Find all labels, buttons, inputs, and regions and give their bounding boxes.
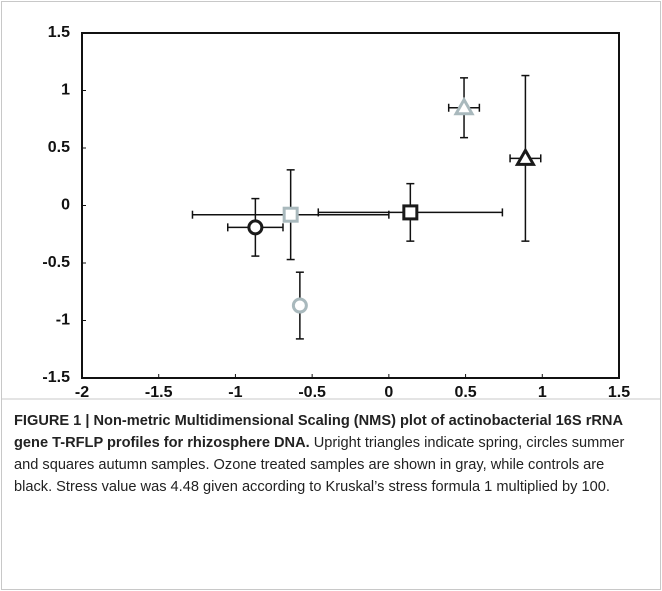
x-tick-label: -1.5: [145, 384, 173, 400]
marker: [402, 204, 419, 221]
y-tick-label: -0.5: [42, 254, 70, 271]
y-tick-label: 1.5: [48, 24, 70, 41]
x-tick-label: 1.5: [608, 384, 630, 400]
caption: FIGURE 1 | Non-metric Multidimensional S…: [14, 410, 644, 498]
plot-frame: [81, 32, 620, 379]
marker: [247, 219, 264, 236]
marker: [282, 206, 299, 223]
y-tick-label: 0.5: [48, 139, 70, 156]
y-tick-label: -1.5: [42, 369, 70, 386]
marker: [514, 147, 536, 166]
marker: [291, 297, 308, 314]
x-tick-label: -1: [228, 384, 242, 400]
x-tick-label: 0.5: [454, 384, 476, 400]
caption-text: Upright triangles indicate spring, circl…: [14, 435, 625, 495]
x-tick-label: 0: [384, 384, 393, 400]
y-tick-label: 0: [61, 197, 70, 214]
x-tick-label: -0.5: [298, 384, 326, 400]
chart: -2 -1.5 -1 -0.5 0 0.5 1 1.5 -1.5 -1 -0.5 0 0.5 1 1.5: [2, 24, 660, 400]
x-tick-label: 1: [538, 384, 547, 400]
caption-title: FIGURE 1 | Non-metric Multidimensional S…: [14, 413, 623, 451]
y-tick-label: 1: [61, 82, 70, 99]
x-tick-label: -2: [75, 384, 89, 400]
y-tick-label: -1: [56, 312, 70, 329]
marker: [453, 96, 475, 116]
